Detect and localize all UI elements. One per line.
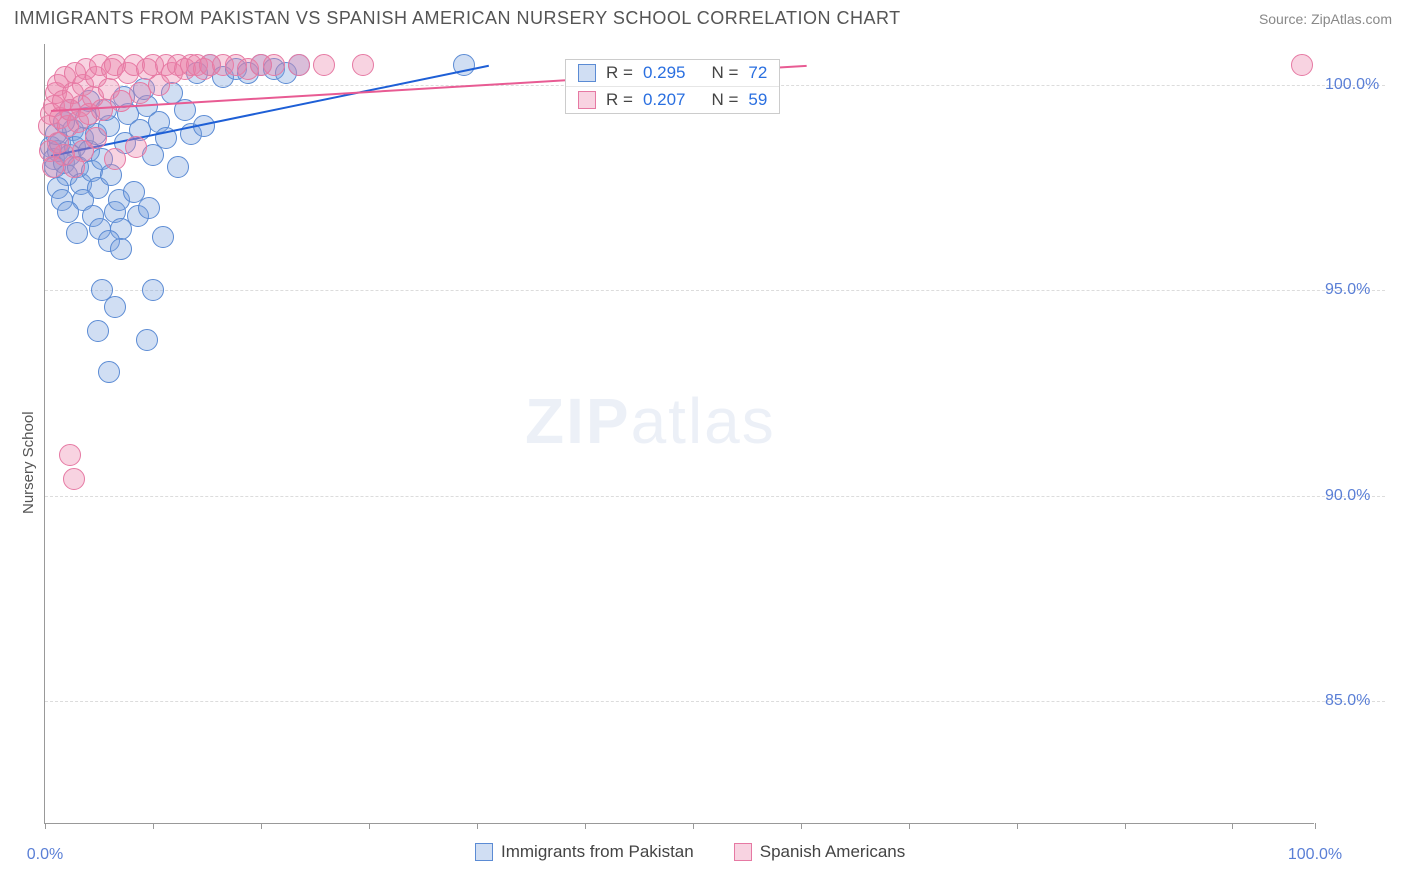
legend-item: Spanish Americans xyxy=(734,842,906,862)
scatter-point xyxy=(125,136,147,158)
scatter-point xyxy=(142,279,164,301)
x-tick xyxy=(1315,823,1316,829)
n-label: N = xyxy=(711,63,738,83)
watermark: ZIPatlas xyxy=(525,384,776,458)
legend-item: Immigrants from Pakistan xyxy=(475,842,694,862)
x-tick xyxy=(261,823,262,829)
x-tick xyxy=(45,823,46,829)
scatter-point xyxy=(98,361,120,383)
x-tick xyxy=(909,823,910,829)
scatter-point xyxy=(263,54,285,76)
y-axis-label: Nursery School xyxy=(20,411,37,514)
series-legend: Immigrants from Pakistan Spanish American… xyxy=(475,842,905,862)
x-tick xyxy=(1125,823,1126,829)
gridline xyxy=(45,496,1385,497)
x-tick xyxy=(801,823,802,829)
legend-swatch xyxy=(578,64,596,82)
y-tick-label: 95.0% xyxy=(1325,281,1370,299)
chart-container: Nursery School ZIPatlas 100.0%95.0%90.0%… xyxy=(44,44,1384,824)
x-tick xyxy=(153,823,154,829)
scatter-point xyxy=(138,197,160,219)
r-label: R = xyxy=(606,63,633,83)
series-name: Spanish Americans xyxy=(760,842,906,862)
y-tick-label: 100.0% xyxy=(1325,76,1379,94)
source-label: Source: xyxy=(1259,11,1311,27)
y-tick-label: 85.0% xyxy=(1325,692,1370,710)
scatter-point xyxy=(57,201,79,223)
scatter-point xyxy=(104,148,126,170)
header: IMMIGRANTS FROM PAKISTAN VS SPANISH AMER… xyxy=(0,0,1406,33)
scatter-point xyxy=(136,329,158,351)
source-name: ZipAtlas.com xyxy=(1311,11,1392,27)
x-tick xyxy=(693,823,694,829)
watermark-light: atlas xyxy=(631,385,776,457)
scatter-point xyxy=(288,54,310,76)
scatter-point xyxy=(59,444,81,466)
scatter-point xyxy=(313,54,335,76)
r-value: 0.207 xyxy=(643,90,686,110)
scatter-point xyxy=(87,320,109,342)
scatter-point xyxy=(42,156,64,178)
x-tick xyxy=(369,823,370,829)
scatter-point xyxy=(1291,54,1313,76)
chart-title: IMMIGRANTS FROM PAKISTAN VS SPANISH AMER… xyxy=(14,8,901,29)
r-value: 0.295 xyxy=(643,63,686,83)
correlation-legend: R = 0.295 N = 72 R = 0.207 N = 59 xyxy=(565,59,780,114)
n-label: N = xyxy=(711,90,738,110)
legend-row: R = 0.295 N = 72 xyxy=(566,60,779,87)
scatter-point xyxy=(66,222,88,244)
scatter-point xyxy=(85,127,107,149)
scatter-point xyxy=(63,468,85,490)
scatter-point xyxy=(167,156,189,178)
legend-swatch xyxy=(578,91,596,109)
y-tick-label: 90.0% xyxy=(1325,487,1370,505)
x-tick xyxy=(1232,823,1233,829)
x-tick xyxy=(1017,823,1018,829)
scatter-point xyxy=(110,238,132,260)
scatter-point xyxy=(104,296,126,318)
r-label: R = xyxy=(606,90,633,110)
legend-swatch xyxy=(734,843,752,861)
x-tick xyxy=(477,823,478,829)
watermark-bold: ZIP xyxy=(525,385,631,457)
source-attribution: Source: ZipAtlas.com xyxy=(1259,11,1392,27)
scatter-point xyxy=(152,226,174,248)
x-tick-label: 0.0% xyxy=(27,846,63,864)
scatter-point xyxy=(352,54,374,76)
legend-swatch xyxy=(475,843,493,861)
series-name: Immigrants from Pakistan xyxy=(501,842,694,862)
plot-area: ZIPatlas 100.0%95.0%90.0%85.0%0.0%100.0%… xyxy=(44,44,1314,824)
n-value: 59 xyxy=(748,90,767,110)
x-tick-label: 100.0% xyxy=(1288,846,1342,864)
legend-row: R = 0.207 N = 59 xyxy=(566,87,779,113)
gridline xyxy=(45,701,1385,702)
gridline xyxy=(45,290,1385,291)
x-tick xyxy=(585,823,586,829)
n-value: 72 xyxy=(748,63,767,83)
